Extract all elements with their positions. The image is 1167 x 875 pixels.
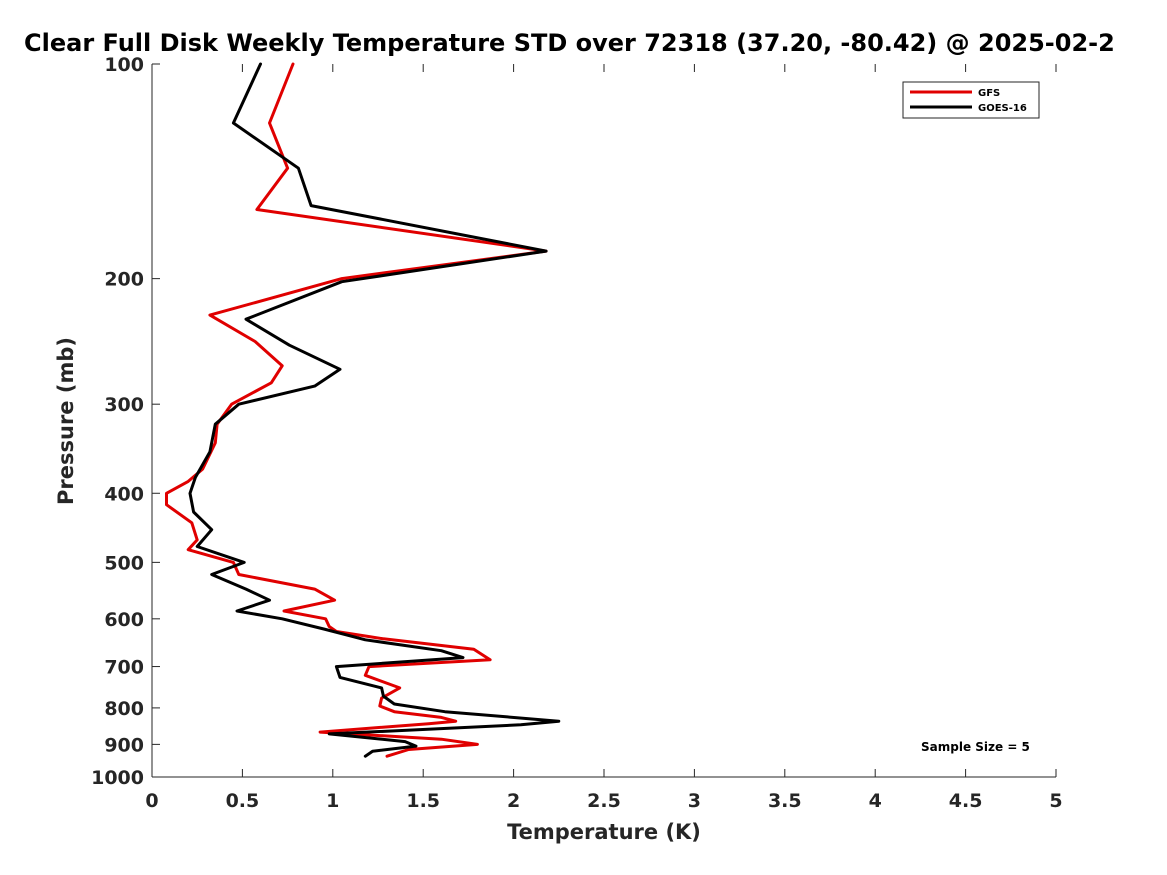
- x-tick-label: 3: [688, 790, 701, 812]
- y-tick-label: 400: [104, 483, 144, 505]
- series-layer: [165, 62, 561, 758]
- x-tick-label: 3.5: [768, 790, 802, 812]
- plot-area: [152, 64, 1056, 777]
- y-tick-label: 1000: [91, 767, 144, 789]
- x-axis-label: Temperature (K): [507, 820, 701, 844]
- legend: GFS GOES-16: [902, 81, 1040, 119]
- x-tick-label: 4.5: [949, 790, 983, 812]
- x-tick-label: 5: [1049, 790, 1062, 812]
- x-tick-label: 1.5: [406, 790, 440, 812]
- y-tick-label: 600: [104, 609, 144, 631]
- series-line-gfs: [165, 62, 548, 758]
- y-tick-label: 300: [104, 394, 144, 416]
- y-tick-label: 100: [104, 54, 144, 76]
- x-tick-label: 1: [326, 790, 339, 812]
- y-tick-label: 700: [104, 657, 144, 679]
- y-tick-label: 200: [104, 269, 144, 291]
- chart-title: Clear Full Disk Weekly Temperature STD o…: [24, 29, 1115, 57]
- series-line-goes16: [188, 62, 561, 758]
- y-axis-label: Pressure (mb): [54, 337, 78, 505]
- x-tick-label: 4: [869, 790, 882, 812]
- x-tick-label: 0: [145, 790, 158, 812]
- ticks-layer: 0 0.5 1 1.5 2 2.5 3 3.5 4 4.5 5 100 200 300 400 500 600 7…: [91, 54, 1063, 812]
- legend-box: [902, 81, 1040, 119]
- y-tick-label: 800: [104, 698, 144, 720]
- legend-label-goes16: GOES-16: [978, 103, 1027, 114]
- y-tick-label: 900: [104, 734, 144, 756]
- y-tick-label: 500: [104, 552, 144, 574]
- x-tick-label: 2: [507, 790, 520, 812]
- x-tick-label: 0.5: [226, 790, 260, 812]
- legend-label-gfs: GFS: [978, 88, 1000, 99]
- x-tick-label: 2.5: [587, 790, 621, 812]
- sample-size-annotation: Sample Size = 5: [921, 740, 1030, 754]
